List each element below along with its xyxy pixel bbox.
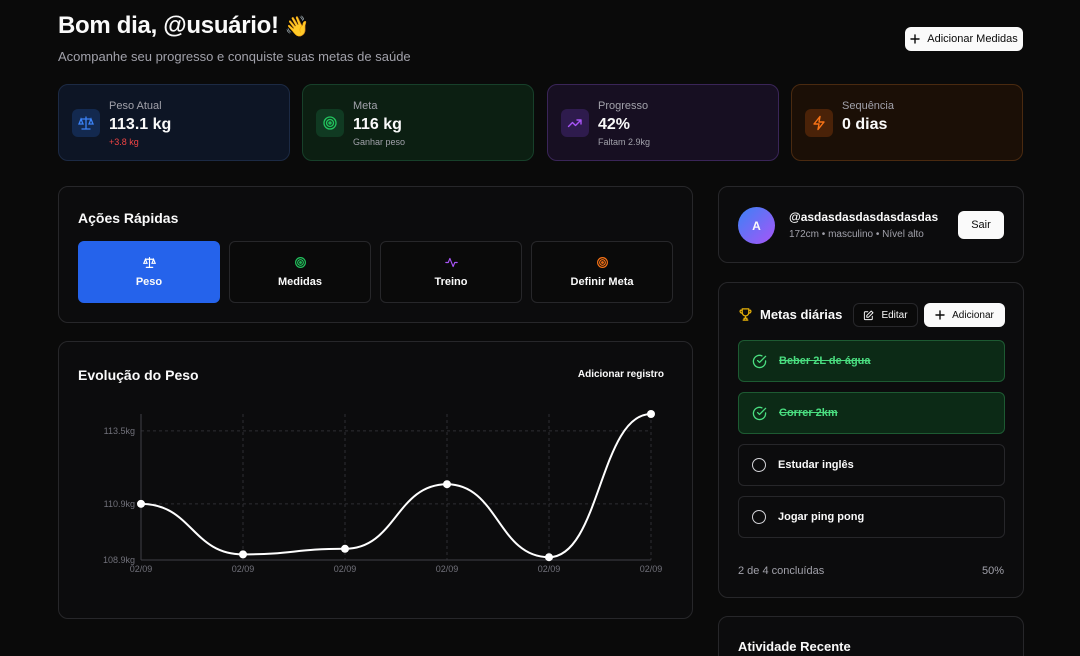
add-goal-button[interactable]: Adicionar: [924, 303, 1005, 327]
stat-value: 113.1 kg: [109, 116, 172, 133]
circle-icon[interactable]: [752, 458, 766, 472]
x-tick-label: 02/09: [640, 564, 663, 574]
zap-icon: [805, 109, 833, 137]
y-tick-label: 108.9kg: [103, 555, 135, 565]
x-tick-label: 02/09: [334, 564, 357, 574]
goals-summary: 2 de 4 concluídas: [738, 565, 825, 577]
stat-card-current-weight: Peso Atual 113.1 kg +3.8 kg: [58, 84, 290, 161]
edit-label: Editar: [881, 309, 908, 321]
quick-action-weight[interactable]: Peso: [78, 241, 220, 303]
stat-sub: +3.8 kg: [109, 137, 139, 147]
greeting-subtitle: Acompanhe seu progresso e conquiste suas…: [58, 49, 411, 64]
avatar[interactable]: A: [738, 207, 775, 244]
trending-up-icon: [561, 109, 589, 137]
data-point: [545, 553, 553, 562]
quick-action-label: Definir Meta: [570, 276, 634, 288]
target-icon: [596, 257, 608, 268]
quick-action-label: Medidas: [277, 276, 322, 288]
stat-card-streak: Sequência 0 dias: [791, 84, 1023, 161]
stat-card-goal: Meta 116 kg Ganhar peso: [302, 84, 534, 161]
quick-action-set-goal[interactable]: Definir Meta: [531, 241, 673, 303]
daily-goals-card: Metas diárias Editar Adicionar Beber 2L …: [718, 282, 1024, 598]
add-goal-label: Adicionar: [952, 309, 994, 321]
data-point: [239, 550, 247, 559]
goal-label: Beber 2L de água: [779, 355, 871, 367]
check-circle-icon[interactable]: [752, 354, 767, 369]
quick-action-label: Peso: [135, 276, 163, 288]
profile-card: A @asdasdasdasdasdasdas 172cm • masculin…: [718, 186, 1024, 263]
recent-activity-card: Atividade Recente: [718, 616, 1024, 656]
stat-label: Progresso: [598, 100, 649, 112]
stat-label: Peso Atual: [109, 100, 162, 112]
goal-item[interactable]: Correr 2km: [738, 392, 1005, 434]
circle-icon[interactable]: [752, 510, 766, 524]
data-point: [647, 410, 655, 418]
goal-item[interactable]: Jogar ping pong: [738, 496, 1005, 538]
goal-label: Jogar ping pong: [778, 511, 865, 523]
x-tick-label: 02/09: [436, 564, 459, 574]
stat-value: 116 kg: [353, 116, 402, 133]
x-tick-label: 02/09: [232, 564, 255, 574]
quick-action-label: Treino: [434, 276, 468, 288]
scale-icon: [72, 109, 100, 137]
recent-activity-title: Atividade Recente: [738, 639, 851, 654]
wave-emoji: 👋: [284, 15, 310, 38]
stat-label: Meta: [353, 100, 378, 112]
plus-icon: [935, 310, 945, 320]
target-icon: [294, 257, 306, 268]
add-measures-label: Adicionar Medidas: [927, 33, 1018, 45]
goal-item[interactable]: Estudar inglês: [738, 444, 1005, 486]
x-tick-label: 02/09: [538, 564, 561, 574]
trophy-icon: [739, 308, 752, 321]
stat-sub: Faltam 2.9kg: [598, 137, 651, 147]
stat-sub: Ganhar peso: [353, 137, 406, 147]
add-record-link[interactable]: Adicionar registro: [577, 369, 664, 380]
y-tick-label: 113.5kg: [104, 426, 135, 436]
edit-goals-button[interactable]: Editar: [853, 303, 918, 327]
weight-series-line: [140, 413, 652, 559]
data-point: [341, 544, 349, 553]
x-tick-label: 02/09: [130, 564, 153, 574]
stat-value: 42%: [598, 116, 631, 133]
edit-icon: [864, 310, 874, 320]
quick-action-measures[interactable]: Medidas: [229, 241, 371, 303]
weight-chart-title: Evolução do Peso: [78, 367, 199, 383]
stat-card-progress: Progresso 42% Faltam 2.9kg: [547, 84, 779, 161]
quick-action-workout[interactable]: Treino: [380, 241, 522, 303]
check-circle-icon[interactable]: [752, 406, 767, 421]
activity-icon: [444, 257, 458, 268]
daily-goals-title: Metas diárias: [760, 307, 843, 322]
stat-value: 0 dias: [842, 116, 888, 133]
plus-icon: [910, 34, 920, 44]
goal-item[interactable]: Beber 2L de água: [738, 340, 1005, 382]
stat-label: Sequência: [842, 100, 894, 112]
greeting-text: Bom dia, @usuário!: [58, 12, 279, 39]
greeting-title: Bom dia, @usuário! 👋: [58, 12, 310, 40]
data-point: [443, 480, 451, 489]
data-point: [137, 499, 145, 508]
goal-label: Estudar inglês: [778, 459, 854, 471]
target-icon: [316, 109, 344, 137]
profile-username: @asdasdasdasdasdasdas: [789, 210, 939, 224]
y-tick-label: 110.9kg: [104, 499, 135, 509]
weight-evolution-card: Evolução do Peso Adicionar registro 113.…: [58, 341, 693, 619]
scale-icon: [142, 257, 156, 268]
goals-percent: 50%: [981, 565, 1004, 577]
goal-label: Correr 2km: [779, 407, 838, 419]
quick-actions-title: Ações Rápidas: [78, 210, 179, 226]
profile-details: 172cm • masculino • Nível alto: [789, 229, 924, 240]
quick-actions-card: Ações Rápidas Peso Medidas Treino Defini…: [58, 186, 693, 323]
logout-button[interactable]: Sair: [958, 211, 1004, 239]
add-measures-button[interactable]: Adicionar Medidas: [905, 27, 1023, 51]
